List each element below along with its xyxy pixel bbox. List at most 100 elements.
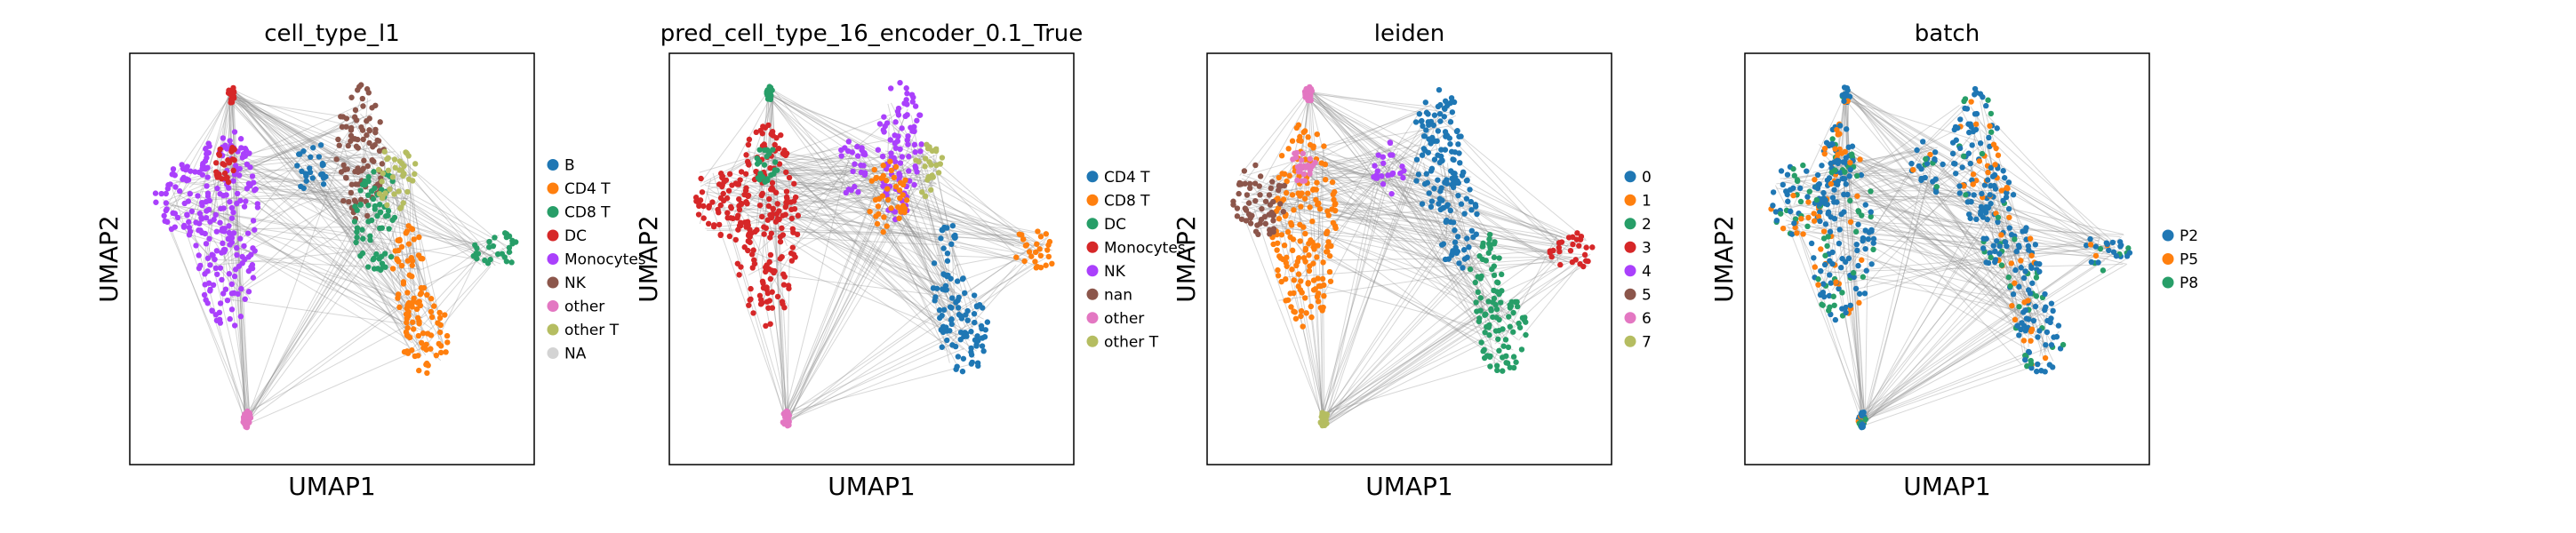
point	[217, 300, 224, 306]
point	[1034, 263, 1041, 270]
point	[1998, 262, 2005, 268]
edge-line	[250, 200, 420, 327]
point	[365, 90, 372, 96]
point	[1978, 203, 1985, 211]
point	[1856, 299, 1862, 306]
point	[1491, 263, 1498, 269]
edge-line	[1863, 163, 1927, 419]
edge-line	[1438, 117, 1587, 240]
edge-line	[1774, 185, 1833, 297]
edge-line	[767, 90, 788, 423]
point	[912, 149, 918, 155]
point	[1278, 232, 1285, 238]
point	[1828, 280, 1834, 286]
point	[937, 161, 944, 167]
edge-line	[781, 207, 956, 336]
point	[973, 343, 980, 349]
point	[186, 219, 192, 226]
point	[1299, 178, 1306, 184]
point	[2088, 259, 2095, 266]
edge-line	[772, 93, 938, 164]
edge-line	[180, 225, 423, 319]
chart-title: pred_cell_type_16_encoder_0.1_True	[660, 20, 1083, 47]
edge-line	[1843, 91, 1938, 161]
point	[1518, 346, 1525, 353]
edge-line	[1839, 151, 2120, 253]
point	[181, 200, 188, 207]
edge-line	[778, 150, 932, 257]
point	[1504, 360, 1511, 366]
edge-line	[1309, 242, 1500, 357]
point	[781, 274, 788, 280]
point	[1284, 254, 1290, 261]
edge-line	[771, 90, 925, 187]
legend-entry: P8	[2180, 274, 2198, 292]
point	[1397, 170, 1404, 177]
point	[767, 275, 774, 282]
point	[389, 174, 396, 180]
cluster-dc	[225, 84, 237, 106]
point	[345, 142, 351, 149]
point	[874, 220, 881, 227]
edge-line	[1325, 262, 1589, 426]
edge-line	[1444, 210, 1458, 218]
point	[204, 183, 210, 189]
point	[1043, 231, 1050, 237]
point	[795, 212, 802, 219]
point	[901, 100, 908, 107]
point	[1819, 301, 1825, 307]
point	[1980, 245, 1987, 251]
point	[695, 211, 702, 218]
point	[2016, 304, 2022, 310]
point	[791, 180, 797, 187]
legend-marker	[1086, 335, 1099, 347]
point	[884, 223, 890, 229]
point	[1262, 198, 1269, 204]
point	[366, 139, 372, 147]
point	[792, 194, 799, 201]
edge-line	[358, 139, 388, 196]
point	[232, 163, 239, 169]
point	[1306, 252, 1312, 259]
point	[766, 87, 772, 94]
point	[1286, 172, 1292, 179]
point	[696, 201, 702, 207]
point	[960, 275, 966, 282]
edge-line	[1842, 92, 1939, 168]
point	[187, 190, 193, 197]
point	[1868, 213, 1874, 220]
edge-line	[1326, 282, 1484, 416]
point	[1826, 292, 1833, 299]
point	[1485, 298, 1492, 305]
point	[1995, 214, 2002, 220]
point	[741, 219, 748, 226]
point	[922, 193, 929, 200]
edge-line	[764, 157, 857, 161]
legend-entry: 4	[1642, 263, 1652, 281]
point	[1372, 163, 1378, 169]
point	[1967, 160, 1973, 167]
point	[982, 327, 988, 333]
edge-line	[229, 91, 364, 209]
point	[238, 285, 244, 292]
point	[1589, 244, 1596, 251]
edge-line	[1847, 150, 1916, 182]
point	[705, 220, 712, 227]
point	[1415, 171, 1422, 178]
point	[225, 179, 232, 186]
point	[204, 208, 210, 214]
point	[2036, 328, 2043, 334]
point	[706, 203, 713, 210]
legend-entry: other T	[564, 322, 620, 339]
edge-line	[1298, 208, 1572, 259]
point	[2005, 274, 2012, 281]
point	[1811, 218, 1818, 224]
point	[1423, 127, 1429, 133]
edge-line	[1321, 240, 1564, 418]
point	[1785, 198, 1791, 204]
point	[245, 289, 252, 295]
point	[444, 339, 451, 346]
point	[405, 223, 412, 229]
point	[1952, 171, 1959, 177]
point	[1305, 162, 1311, 169]
